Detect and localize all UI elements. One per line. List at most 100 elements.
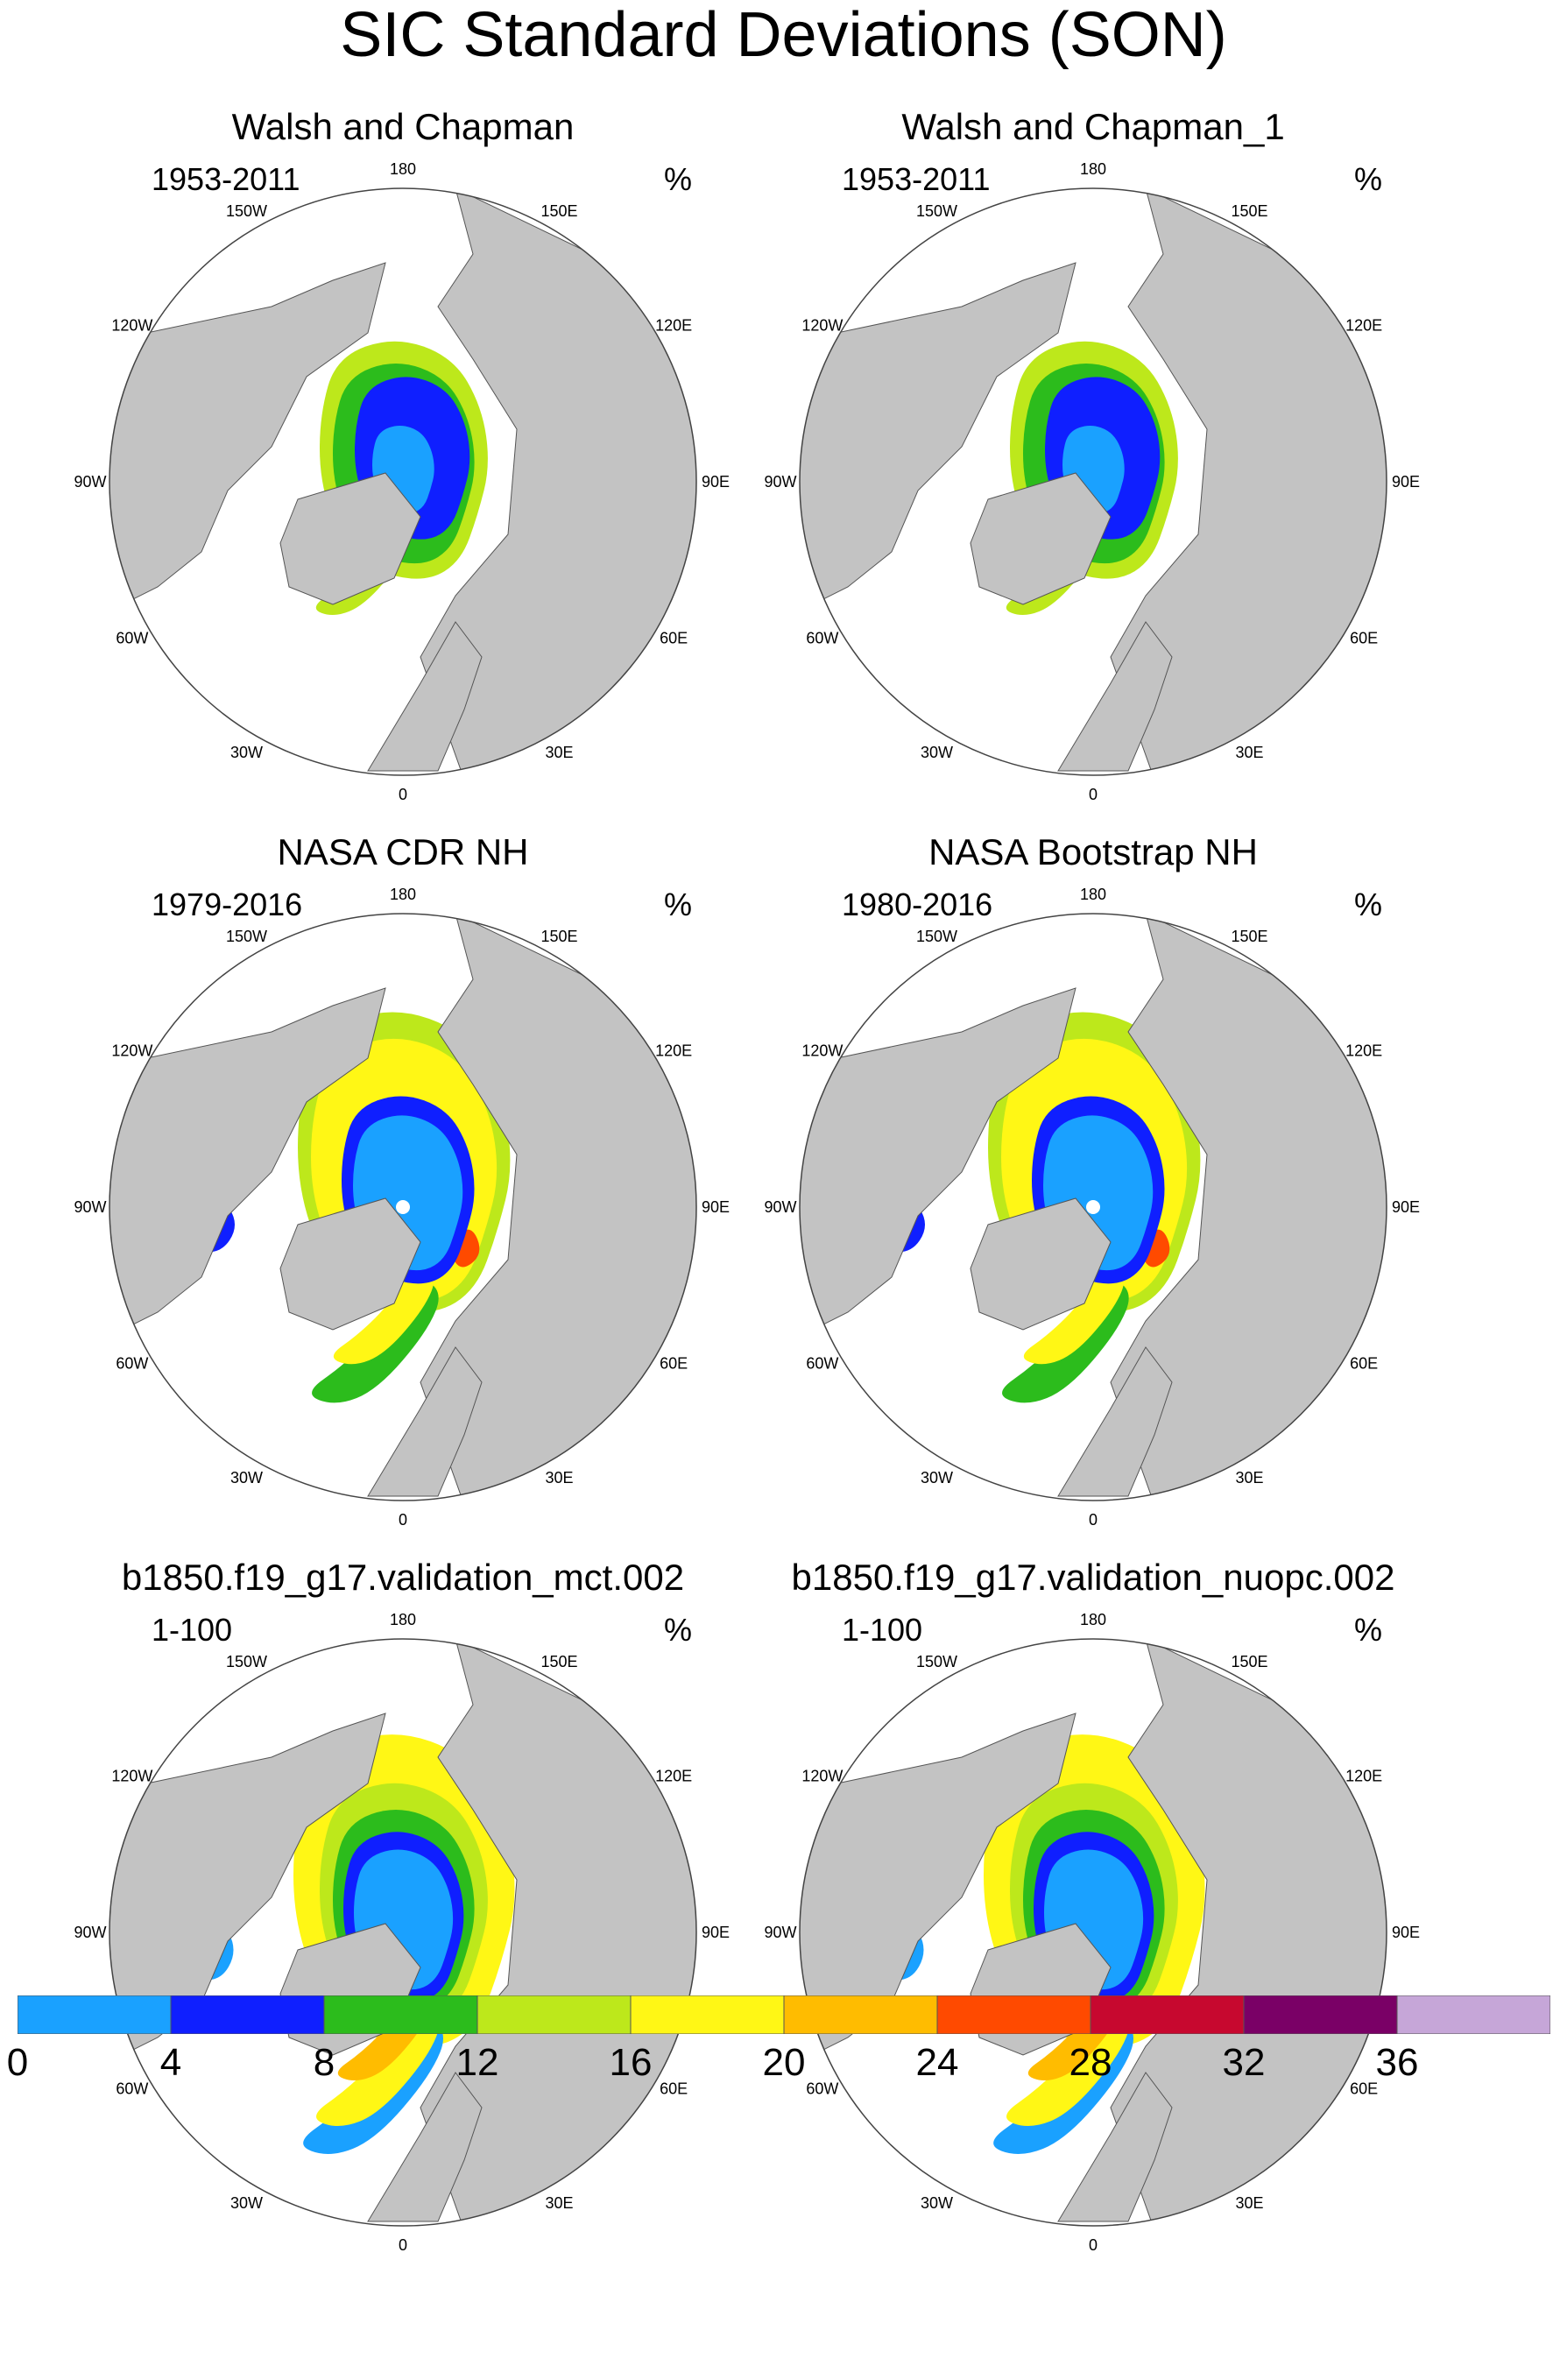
panel-title: Walsh and Chapman — [231, 106, 575, 147]
longitude-label: 60W — [806, 1355, 838, 1373]
colorbar-tick-label: 12 — [455, 2041, 499, 2084]
colorbar — [18, 1995, 1550, 2034]
scandinavia-land — [367, 621, 483, 772]
panel-period: 1-100 — [152, 1612, 233, 1648]
longitude-label: 90E — [1392, 473, 1420, 491]
colorbar-segment — [323, 1995, 478, 2034]
ice-std-band — [333, 1267, 434, 1365]
eurasia-land — [1110, 188, 1387, 775]
longitude-label: 90W — [764, 1198, 796, 1216]
longitude-label: 180 — [390, 1611, 416, 1628]
panel-period: 1-100 — [842, 1612, 923, 1648]
greenland-land — [970, 472, 1112, 605]
scandinavia-land — [1057, 1346, 1173, 1497]
map-boundary — [109, 913, 697, 1501]
longitude-label: 60W — [806, 630, 838, 647]
longitude-label: 30E — [545, 744, 573, 761]
longitude-label: 30W — [921, 1469, 953, 1487]
longitude-label: 180 — [390, 160, 416, 178]
longitude-label: 90W — [764, 1924, 796, 1941]
map-boundary — [799, 187, 1387, 776]
longitude-label: 30W — [921, 2194, 953, 2212]
panel-period: 1953-2011 — [842, 161, 991, 197]
map-panel: b1850.f19_g17.validation_nuopc.002 1-100%… — [760, 1556, 1426, 2256]
longitude-label: 120W — [801, 317, 843, 335]
colorbar-tick-label: 16 — [609, 2041, 653, 2084]
longitude-label: 60E — [1350, 630, 1378, 647]
longitude-label: 150E — [540, 1653, 577, 1670]
polar-map: 180 150E 120E 90E 60E 30E 0 30W 60W 90W 120W 150W — [74, 886, 730, 1529]
longitude-label: 90E — [702, 473, 730, 491]
longitude-label: 120E — [655, 317, 692, 335]
colorbar-segment — [170, 1995, 325, 2034]
colorbar-tick-label: 20 — [762, 2041, 806, 2084]
longitude-label: 90W — [74, 1924, 106, 1941]
longitude-label: 60E — [660, 1355, 688, 1373]
panel-period: 1980-2016 — [842, 886, 993, 922]
panel-title: NASA CDR NH — [277, 831, 529, 872]
longitude-label: 150W — [916, 202, 957, 220]
greenland-land — [970, 1197, 1112, 1331]
colorbar-segment — [18, 1995, 172, 2034]
map-panel: NASA CDR NH 1979-2016% 180 150E 120E 90E 60E 30… — [70, 830, 736, 1531]
longitude-label: 120E — [1345, 1768, 1382, 1785]
colorbar-segment — [476, 1995, 632, 2034]
colorbar-segment — [630, 1995, 785, 2034]
longitude-label: 120W — [111, 1042, 152, 1060]
ice-std-band — [1023, 1267, 1124, 1365]
polar-map: 180 150E 120E 90E 60E 30E 0 30W 60W 90W 120W 150W — [764, 1611, 1420, 2254]
longitude-label: 30E — [1235, 1469, 1263, 1487]
colorbar-tick-label: 24 — [915, 2041, 959, 2084]
longitude-label: 150W — [226, 202, 267, 220]
greenland-land — [279, 1197, 421, 1331]
scandinavia-land — [367, 2072, 483, 2222]
pole-hole — [1086, 1200, 1100, 1214]
longitude-label: 60W — [116, 630, 148, 647]
longitude-label: 0 — [1089, 2236, 1098, 2254]
eurasia-land — [420, 914, 696, 1501]
longitude-label: 180 — [1080, 886, 1106, 903]
panel-unit: % — [664, 886, 693, 922]
eurasia-land — [420, 1639, 696, 2226]
longitude-label: 120W — [801, 1042, 843, 1060]
longitude-label: 120E — [655, 1768, 692, 1785]
longitude-label: 90W — [764, 473, 796, 491]
longitude-label: 60E — [660, 630, 688, 647]
eurasia-land — [1110, 1639, 1387, 2226]
colorbar-segment — [1396, 1995, 1550, 2034]
longitude-label: 120W — [801, 1768, 843, 1785]
longitude-label: 90E — [1392, 1924, 1420, 1941]
longitude-label: 120W — [111, 1768, 152, 1785]
panel-title: NASA Bootstrap NH — [928, 831, 1258, 872]
longitude-label: 0 — [399, 2236, 407, 2254]
longitude-label: 150E — [1231, 202, 1267, 220]
polar-map: 180 150E 120E 90E 60E 30E 0 30W 60W 90W 120W 150W — [74, 1611, 730, 2254]
longitude-label: 150W — [226, 928, 267, 945]
polar-map: 180 150E 120E 90E 60E 30E 0 30W 60W 90W 120W 150W — [764, 160, 1420, 803]
longitude-label: 90W — [74, 473, 106, 491]
north-america-land — [109, 987, 386, 1339]
map-panel: NASA Bootstrap NH 1980-2016% 180 150E 120E 90… — [760, 830, 1426, 1531]
map-boundary — [799, 1638, 1387, 2227]
longitude-label: 150E — [540, 928, 577, 945]
longitude-label: 90E — [1392, 1198, 1420, 1216]
colorbar-segment — [1243, 1995, 1398, 2034]
longitude-label: 180 — [1080, 160, 1106, 178]
map-panel: Walsh and Chapman_1 1953-2011% 180 150E 120E… — [760, 105, 1426, 806]
longitude-label: 60W — [116, 2080, 148, 2098]
scandinavia-land — [367, 1346, 483, 1497]
map-panel: b1850.f19_g17.validation_mct.002 1-100% 18… — [70, 1556, 736, 2256]
longitude-label: 60E — [1350, 2080, 1378, 2098]
panel-period: 1953-2011 — [152, 161, 300, 197]
pole-hole — [396, 1200, 410, 1214]
longitude-label: 150W — [916, 1653, 957, 1670]
north-america-land — [800, 262, 1076, 614]
panel-title: b1850.f19_g17.validation_nuopc.002 — [791, 1557, 1395, 1598]
longitude-label: 90W — [74, 1198, 106, 1216]
longitude-label: 180 — [390, 886, 416, 903]
longitude-label: 150W — [916, 928, 957, 945]
longitude-label: 0 — [399, 1511, 407, 1529]
longitude-label: 120W — [111, 317, 152, 335]
longitude-label: 30W — [230, 744, 263, 761]
longitude-label: 180 — [1080, 1611, 1106, 1628]
